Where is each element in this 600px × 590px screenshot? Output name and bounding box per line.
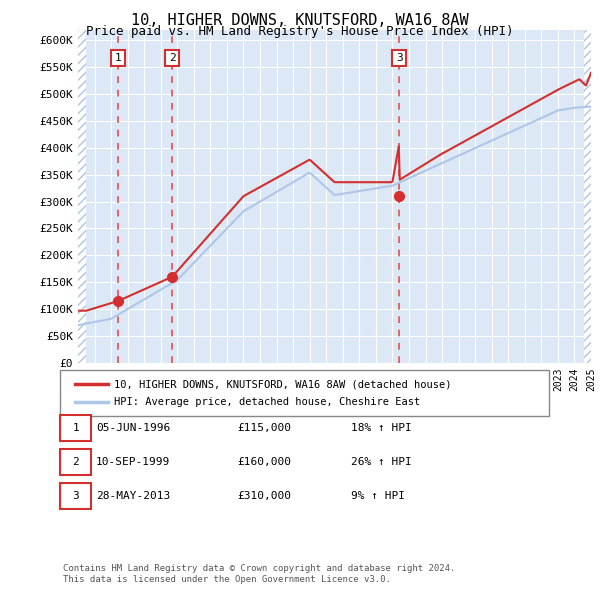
Text: 1: 1 xyxy=(72,423,79,432)
Text: 10-SEP-1999: 10-SEP-1999 xyxy=(96,457,170,467)
Text: 2: 2 xyxy=(169,53,176,63)
Bar xyxy=(584,30,591,363)
Text: 10, HIGHER DOWNS, KNUTSFORD, WA16 8AW: 10, HIGHER DOWNS, KNUTSFORD, WA16 8AW xyxy=(131,13,469,28)
Text: £160,000: £160,000 xyxy=(237,457,291,467)
Text: 18% ↑ HPI: 18% ↑ HPI xyxy=(351,423,412,432)
Text: 28-MAY-2013: 28-MAY-2013 xyxy=(96,491,170,501)
Text: 3: 3 xyxy=(72,491,79,501)
Text: 1: 1 xyxy=(115,53,121,63)
Text: Price paid vs. HM Land Registry's House Price Index (HPI): Price paid vs. HM Land Registry's House … xyxy=(86,25,514,38)
Text: 05-JUN-1996: 05-JUN-1996 xyxy=(96,423,170,432)
Text: 2: 2 xyxy=(72,457,79,467)
Bar xyxy=(78,30,86,363)
Bar xyxy=(78,30,86,363)
Text: 10, HIGHER DOWNS, KNUTSFORD, WA16 8AW (detached house): 10, HIGHER DOWNS, KNUTSFORD, WA16 8AW (d… xyxy=(114,379,452,389)
Bar xyxy=(584,30,591,363)
Text: £310,000: £310,000 xyxy=(237,491,291,501)
Text: HPI: Average price, detached house, Cheshire East: HPI: Average price, detached house, Ches… xyxy=(114,396,420,407)
Text: This data is licensed under the Open Government Licence v3.0.: This data is licensed under the Open Gov… xyxy=(63,575,391,584)
Text: 9% ↑ HPI: 9% ↑ HPI xyxy=(351,491,405,501)
Text: 3: 3 xyxy=(396,53,403,63)
Text: Contains HM Land Registry data © Crown copyright and database right 2024.: Contains HM Land Registry data © Crown c… xyxy=(63,565,455,573)
Text: 26% ↑ HPI: 26% ↑ HPI xyxy=(351,457,412,467)
Text: £115,000: £115,000 xyxy=(237,423,291,432)
